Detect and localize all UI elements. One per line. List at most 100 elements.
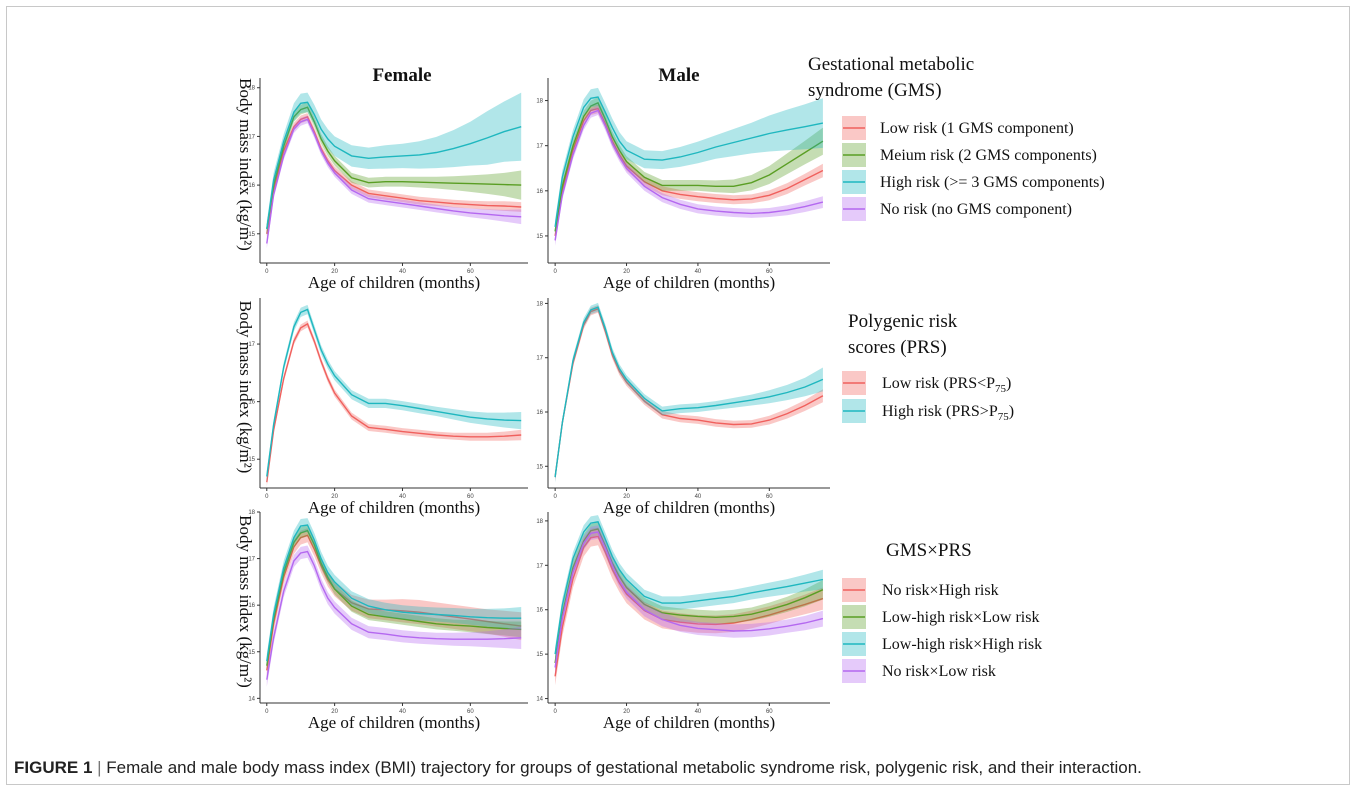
y-tick-label: 15 (248, 457, 255, 463)
legend-0: Gestational metabolic syndrome (GMS) Low r… (808, 54, 1105, 221)
x-tick-label: 20 (331, 269, 338, 275)
x-tick-label: 40 (695, 269, 702, 275)
series-line-1 (266, 308, 522, 477)
y-tick-label: 15 (248, 650, 255, 656)
x-axis-label: Age of children (months) (603, 713, 775, 732)
x-tick-label: 60 (467, 494, 474, 500)
x-tick-label: 0 (553, 269, 557, 275)
x-tick-label: 60 (467, 709, 474, 715)
series-line-0 (554, 535, 824, 677)
series-line-2 (554, 521, 824, 655)
figure-label: FIGURE 1 (14, 758, 93, 777)
x-tick-label: 20 (623, 269, 630, 275)
y-tick-label: 17 (248, 557, 255, 563)
figure-frame (6, 6, 1350, 785)
y-tick-label: 17 (536, 144, 543, 150)
series-line-3 (554, 109, 824, 241)
y-tick-label: 17 (248, 134, 255, 140)
y-tick-label: 14 (248, 696, 255, 702)
y-tick-label: 16 (536, 189, 543, 195)
x-tick-label: 20 (623, 494, 630, 500)
series-line-2 (266, 101, 522, 229)
ci-band-0 (266, 113, 522, 239)
x-tick-label: 40 (399, 709, 406, 715)
ci-band-3 (555, 106, 823, 246)
x-tick-label: 20 (331, 494, 338, 500)
y-tick-label: 15 (248, 232, 255, 238)
legend-item-label: Low risk (1 GMS component) (880, 120, 1074, 137)
legend-title: GMS×PRS (886, 540, 972, 561)
panel-5: 0 20 40 60 14 15 16 17 18 Age of children (months… (536, 512, 830, 732)
x-tick-label: 40 (399, 269, 406, 275)
y-tick-label: 15 (536, 464, 543, 470)
y-tick-label: 14 (536, 697, 543, 703)
legend-item-label: High risk (PRS>P75) (882, 403, 1014, 423)
x-axis-label: Age of children (months) (308, 498, 480, 517)
ci-band-0 (266, 528, 522, 678)
ci-band-2 (555, 87, 823, 234)
ci-band-2 (266, 92, 522, 237)
series-line-0 (554, 307, 824, 478)
y-tick-label: 16 (536, 608, 543, 614)
y-axis-label: Body mass index (kg/m²) (236, 515, 255, 688)
ci-band-0 (555, 527, 823, 686)
y-tick-label: 18 (536, 519, 543, 525)
series-line-0 (266, 116, 522, 234)
series-line-2 (266, 524, 522, 662)
panel-4: 0 20 40 60 14 15 16 17 18 Age of children (months… (236, 510, 528, 732)
legend-title: Gestational metabolic (808, 54, 974, 75)
panel-0: 0 20 40 60 15 16 17 18 Age of children (months) B… (236, 65, 528, 292)
series-line-0 (266, 322, 522, 483)
legend-item-label: No risk (no GMS component) (880, 201, 1072, 218)
y-tick-label: 18 (248, 510, 255, 516)
series-line-1 (554, 306, 824, 478)
x-axis-label: Age of children (months) (308, 273, 480, 292)
panel-1: 0 20 40 60 15 16 17 18 Age of children (months) M… (536, 65, 830, 292)
legend-1: Polygenic risk scores (PRS) Low risk (PRS<… (842, 311, 1014, 423)
x-tick-label: 0 (553, 494, 557, 500)
x-tick-label: 40 (399, 494, 406, 500)
panel-3: 0 20 40 60 15 16 17 18 Age of children (months) (536, 298, 830, 517)
ci-band-3 (266, 115, 522, 249)
legend-title: Polygenic risk (848, 311, 958, 332)
y-tick-label: 17 (536, 563, 543, 569)
legend-2: GMS×PRS No risk×High risk Low-high risk×Lo… (842, 540, 1042, 683)
x-axis-label: Age of children (months) (603, 498, 775, 517)
series-line-1 (554, 101, 824, 232)
x-tick-label: 60 (766, 494, 773, 500)
x-tick-label: 60 (766, 709, 773, 715)
y-tick-label: 18 (536, 301, 543, 307)
series-line-2 (554, 96, 824, 228)
x-tick-label: 40 (695, 709, 702, 715)
legend-item-label: Low-high risk×Low risk (882, 609, 1039, 626)
x-tick-label: 60 (467, 269, 474, 275)
x-tick-label: 20 (331, 709, 338, 715)
x-tick-label: 0 (553, 709, 557, 715)
series-line-3 (266, 550, 522, 680)
x-axis-label: Age of children (months) (603, 273, 775, 292)
legend-item-label: High risk (>= 3 GMS components) (880, 174, 1105, 191)
ci-band-1 (555, 302, 823, 483)
legend-item-label: Low-high risk×High risk (882, 636, 1042, 653)
legend-item-label: No risk×Low risk (882, 663, 996, 680)
panel-2: 0 20 40 60 15 16 17 Age of children (months) Bod… (236, 298, 528, 517)
legend-item-label: No risk×High risk (882, 582, 999, 599)
legend-item-label: Low risk (PRS<P75) (882, 375, 1011, 395)
ci-band-2 (555, 515, 823, 661)
y-tick-label: 17 (248, 342, 255, 348)
column-title: Male (658, 65, 699, 86)
x-tick-label: 0 (265, 269, 269, 275)
y-tick-label: 18 (248, 86, 255, 92)
y-tick-label: 15 (536, 652, 543, 658)
series-line-1 (554, 528, 824, 664)
y-axis-label: Body mass index (kg/m²) (236, 301, 255, 474)
x-tick-label: 40 (695, 494, 702, 500)
series-line-0 (266, 534, 522, 671)
ci-band-1 (555, 97, 823, 237)
figure-caption: FIGURE 1 | Female and male body mass ind… (14, 758, 1344, 778)
legend-item-label: Meium risk (2 GMS components) (880, 147, 1097, 164)
y-tick-label: 18 (536, 99, 543, 105)
y-tick-label: 16 (248, 183, 255, 189)
series-line-1 (266, 529, 522, 666)
x-tick-label: 60 (766, 269, 773, 275)
